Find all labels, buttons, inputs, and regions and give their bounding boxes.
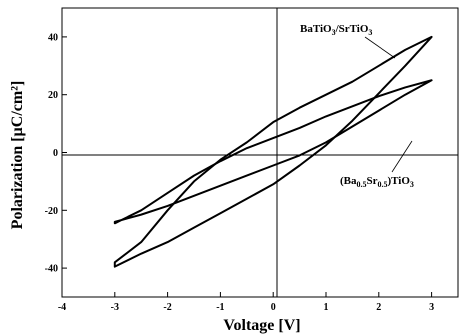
y-tick-label: -40 [45,264,58,275]
x-tick-label: -1 [216,302,224,313]
y-tick-label: 20 [48,90,58,101]
x-tick-label: 3 [429,302,434,313]
y-axis-title: Polarization [µC/cm²] [9,81,26,230]
axis-ticks: -4 -3 -2 -1 0 1 2 3 40 20 0 -20 -40 [45,32,434,313]
series-label-basr-tio3: (Ba0.5Sr0.5)TiO3 [340,175,414,189]
x-tick-label: -3 [111,302,119,313]
plot-frame [61,7,459,298]
x-tick-label: 2 [376,302,381,313]
y-tick-label: -20 [45,206,58,217]
x-tick-label: -2 [163,302,171,313]
y-tick-label: 0 [53,148,58,159]
series-group [113,35,433,268]
series-pointer-basr-tio3 [391,140,413,173]
series-loop-0 [113,35,433,268]
x-tick-label: 1 [324,302,329,313]
y-tick-label: 40 [48,32,58,43]
x-tick-label: 0 [271,302,276,313]
series-label-batio3-srtio3: BaTiO3/SrTiO3 [300,23,372,37]
x-tick-label: -4 [58,302,66,313]
series-pointer-batio3-srtio3 [364,36,396,59]
x-axis-title: Voltage [V] [223,317,300,334]
series-loop-1 [113,79,433,225]
